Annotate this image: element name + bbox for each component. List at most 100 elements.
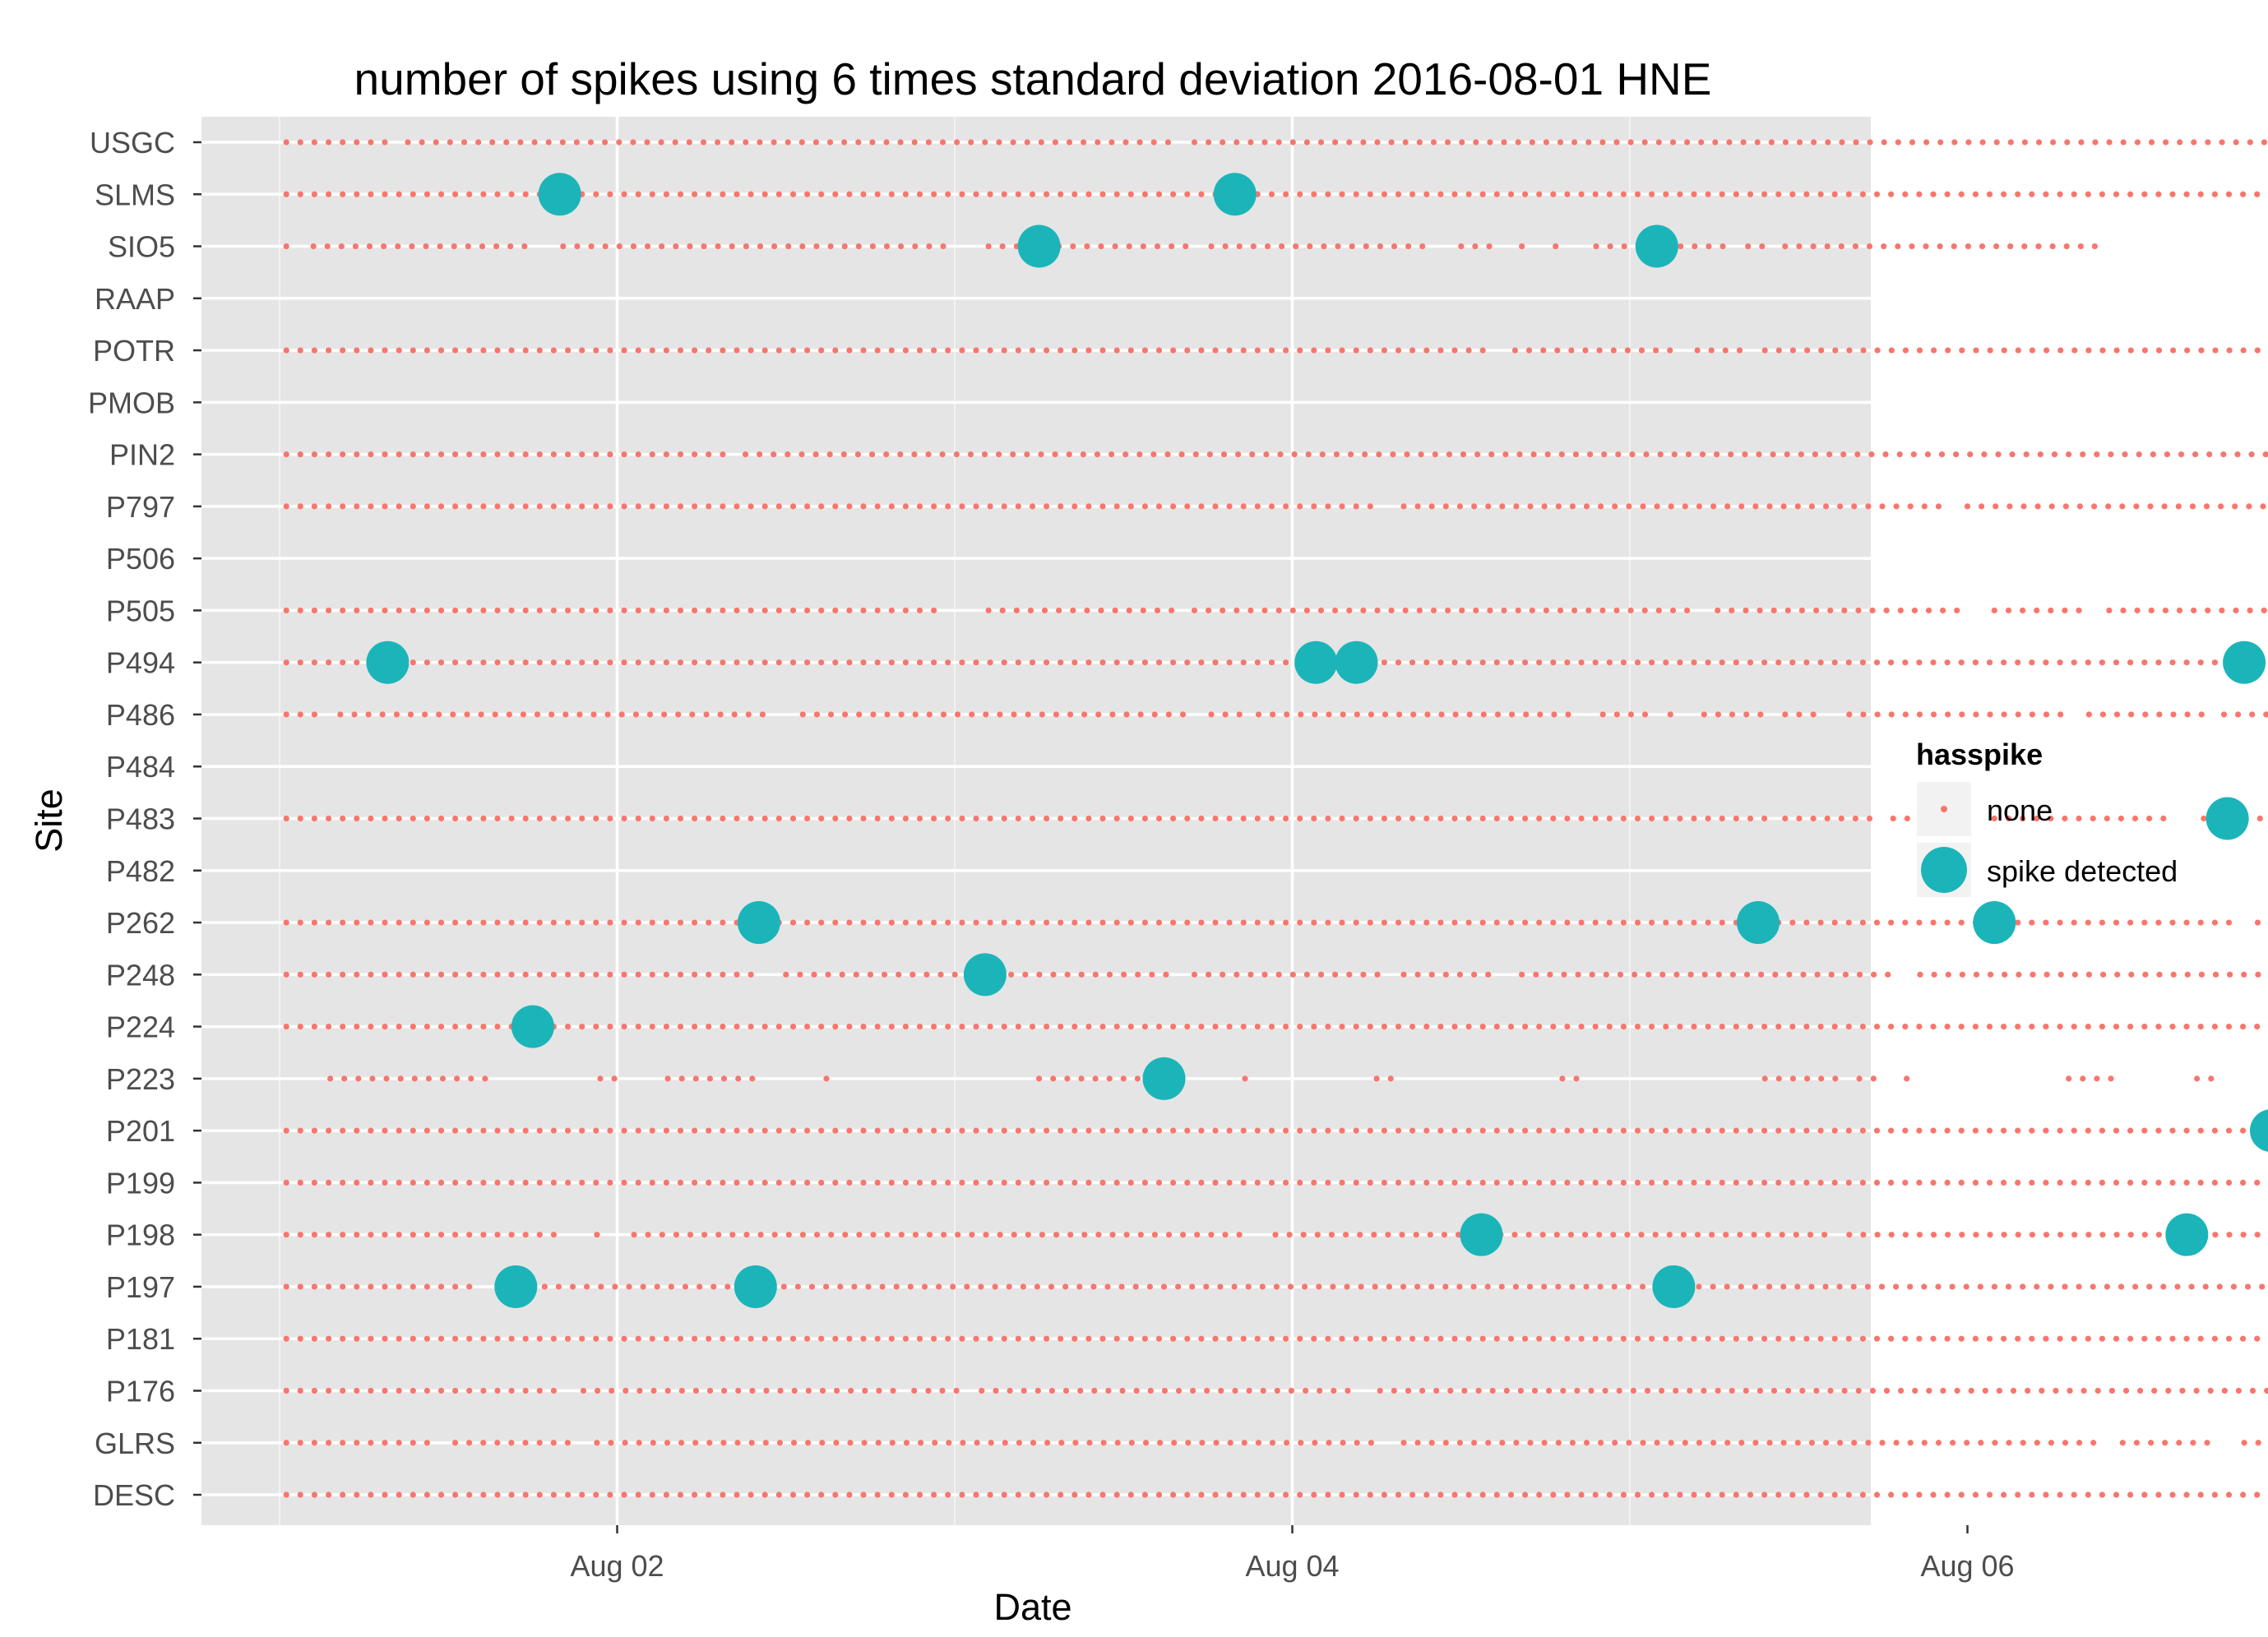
none-point [1615,451,1622,458]
none-point [1474,451,1481,458]
none-point [982,139,988,146]
none-point [1286,1232,1293,1238]
none-point [326,971,332,978]
none-point [340,191,346,197]
none-point [1896,451,1903,458]
none-point [1782,139,1789,146]
none-point [973,503,979,510]
none-point [1519,971,1525,978]
none-point [579,1023,586,1030]
y-tick-label: USGC [90,126,175,160]
none-point [692,1127,698,1134]
none-point [1761,191,1768,197]
none-point [1226,1127,1233,1134]
none-point [382,607,388,614]
none-point [1198,1127,1205,1134]
none-point [382,1232,388,1238]
none-point [1789,659,1796,666]
none-point [2063,243,2070,250]
none-point [1222,243,1229,250]
none-point [1084,243,1090,250]
none-point [1333,451,1340,458]
none-point [1180,1232,1187,1238]
none-point [1381,659,1387,666]
none-point [1632,971,1638,978]
none-point [2249,1387,2256,1394]
y-tick-label: P494 [106,646,175,680]
none-point [1747,1179,1754,1186]
none-point [918,1440,924,1446]
none-point [1160,1283,1168,1290]
none-point [1268,1335,1275,1342]
none-point [846,1335,853,1342]
none-point [1592,919,1599,926]
none-point [1367,347,1373,354]
none-point [1964,503,1971,510]
none-point [1465,919,1472,926]
none-point [1992,1440,1998,1446]
none-point [2255,1440,2261,1446]
none-point [341,1075,348,1082]
none-point [1283,1491,1289,1498]
none-point [2155,191,2162,197]
none-point [1558,451,1565,458]
none-point [748,503,754,510]
none-point [1620,659,1627,666]
none-point [1066,139,1073,146]
none-point [2051,451,2058,458]
none-point [607,1335,613,1342]
none-point [967,451,974,458]
none-point [931,1491,937,1498]
none-point [2178,451,2185,458]
none-point [1743,971,1751,978]
none-point [1245,1283,1252,1290]
none-point [1973,711,1979,718]
none-point [1882,451,1889,458]
none-point [1126,243,1132,250]
none-point [587,139,595,146]
none-point [2085,659,2091,666]
none-point [354,139,360,146]
none-point [621,919,627,926]
none-point [396,1440,402,1446]
none-point [907,1283,914,1290]
none-point [368,1179,374,1186]
none-point [973,347,979,354]
none-point [1113,191,1120,197]
none-point [283,711,289,718]
none-point [396,1232,402,1238]
none-point [354,971,360,978]
none-point [1817,1023,1824,1030]
none-point [832,347,839,354]
none-point [297,503,303,510]
none-point [1965,243,1971,250]
none-point [1720,243,1726,250]
none-point [776,1440,784,1446]
none-point [396,1335,402,1342]
none-point [410,1491,416,1498]
none-point [2230,1283,2237,1290]
none-point [1813,1387,1820,1394]
none-point [1260,1387,1266,1394]
none-point [1339,919,1345,926]
none-point [896,971,902,978]
none-point [297,1335,303,1342]
none-point [1831,659,1838,666]
none-point [621,659,627,666]
none-point [813,243,820,250]
none-point [1155,1127,1163,1134]
none-point [2148,1440,2155,1446]
none-point [1140,607,1146,614]
none-point [1367,919,1373,926]
none-point [536,1440,543,1446]
none-point [437,1127,445,1134]
none-point [1283,1023,1289,1030]
none-point [1569,1440,1576,1446]
none-point [1874,711,1881,718]
none-point [1606,659,1613,666]
none-point [1712,139,1719,146]
none-point [1208,1232,1215,1238]
none-point [1395,1335,1402,1342]
none-point [860,1023,867,1030]
none-point [2169,1335,2176,1342]
